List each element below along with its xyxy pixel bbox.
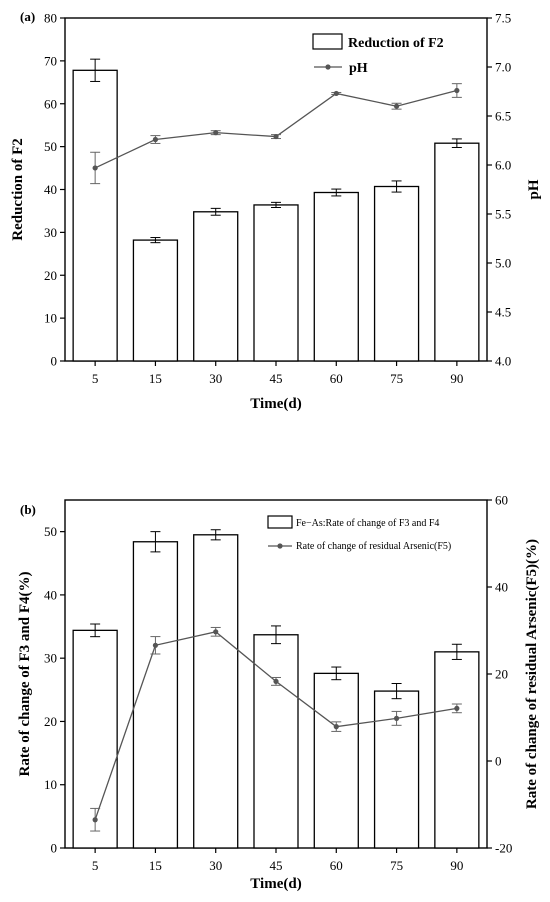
left-tick-label: 30	[44, 651, 57, 666]
x-tick-label: 90	[450, 858, 463, 873]
x-tick-label: 75	[390, 858, 403, 873]
x-tick-label: 15	[149, 858, 162, 873]
left-axis-label: Reduction of F2	[10, 138, 26, 241]
legend-line-marker	[325, 64, 331, 70]
left-tick-label: 20	[44, 268, 57, 283]
bar-30	[193, 534, 239, 849]
x-tick-label: 5	[92, 371, 99, 386]
right-tick-label: 5.5	[495, 207, 511, 222]
left-tick-label: 50	[44, 139, 57, 154]
right-tick-label: 60	[495, 493, 508, 508]
line-point-75	[393, 103, 400, 109]
line-point-90	[454, 705, 460, 711]
line-point-45	[273, 133, 279, 140]
panel-b-chart: 5 15 30 45 60 75 90 0 10 20 30 40 50 -20 0 20 40 60 Rate o…	[17, 493, 540, 893]
right-tick-label: 6.0	[495, 158, 511, 173]
bar-45	[253, 634, 299, 849]
x-tick-label: 30	[209, 371, 222, 386]
line-point-5	[92, 165, 98, 171]
x-tick-label: 30	[209, 858, 222, 873]
line-point-60	[333, 90, 339, 97]
legend-line-label: pH	[349, 61, 368, 76]
x-tick-label: 15	[149, 371, 162, 386]
legend-bar-label: Fe−As:Rate of change of F3 and F4	[296, 518, 439, 529]
line-point-45	[273, 678, 279, 684]
legend-line-label: Rate of change of residual Arsenic(F5)	[296, 541, 451, 552]
left-tick-label: 50	[44, 524, 57, 539]
left-tick-label: 0	[51, 841, 58, 856]
bar-90	[434, 142, 480, 362]
right-tick-label: 4.5	[495, 305, 511, 320]
right-axis-label: Rate of change of residual Arsenic(F5)(%…	[524, 539, 540, 809]
right-axis-label: pH	[526, 179, 542, 199]
line-point-15	[152, 136, 159, 143]
line-point-15	[152, 642, 159, 648]
panel-a-chart: 5 15 30 45 60 75 90 0 10 20 30 40 50 60 70 80 4.0 4.5 5.0 5…	[10, 9, 542, 412]
right-tick-label: 4.0	[495, 354, 511, 369]
right-tick-label: 40	[495, 580, 508, 595]
left-tick-label: 20	[44, 714, 57, 729]
right-tick-label: 0	[495, 754, 502, 769]
x-tick-label: 60	[330, 371, 343, 386]
right-tick-label: 20	[495, 667, 508, 682]
x-tick-label: 90	[450, 371, 463, 386]
line-series	[94, 89, 458, 169]
line-point-60	[333, 724, 339, 730]
line-point-75	[393, 715, 400, 721]
line-point-30	[213, 629, 219, 635]
bar-30	[193, 211, 239, 362]
bar-60	[313, 672, 359, 849]
x-tick-label: 45	[270, 371, 283, 386]
left-tick-label: 70	[44, 53, 57, 68]
bar-75	[373, 185, 420, 362]
right-tick-label: 5.0	[495, 256, 511, 271]
x-tick-label: 75	[390, 371, 403, 386]
left-tick-label: 40	[44, 587, 57, 602]
panel-label: (a)	[20, 9, 35, 24]
line-point-90	[454, 87, 460, 94]
bar-60	[313, 191, 359, 362]
panel-label: (b)	[20, 502, 36, 517]
right-tick-label: 7.0	[495, 60, 511, 75]
bar-45	[253, 204, 299, 362]
left-tick-label: 60	[44, 96, 57, 111]
bar-90	[434, 651, 480, 849]
line-point-5	[92, 817, 98, 823]
bar-15	[132, 239, 179, 362]
left-tick-label: 10	[44, 777, 57, 792]
x-axis-label: Time(d)	[250, 876, 301, 892]
legend-bar-swatch	[267, 515, 293, 529]
legend-line-marker	[277, 543, 283, 549]
legend-bar-swatch	[312, 33, 343, 50]
right-tick-label: 6.5	[495, 109, 511, 124]
x-axis-label: Time(d)	[250, 396, 301, 412]
left-axis-label: Rate of change of F3 and F4(%)	[17, 572, 33, 777]
x-tick-label: 5	[92, 858, 99, 873]
bar-5	[72, 69, 118, 362]
left-tick-label: 40	[44, 182, 57, 197]
left-tick-label: 30	[44, 225, 57, 240]
left-tick-label: 0	[51, 354, 58, 369]
x-tick-label: 60	[330, 858, 343, 873]
legend-bar-label: Reduction of F2	[348, 36, 444, 51]
left-tick-label: 80	[44, 11, 57, 26]
bar-15	[132, 541, 179, 849]
right-tick-label: 7.5	[495, 11, 511, 26]
x-tick-label: 45	[270, 858, 283, 873]
line-point-30	[213, 130, 219, 136]
left-tick-label: 10	[44, 311, 57, 326]
right-tick-label: -20	[495, 841, 512, 856]
